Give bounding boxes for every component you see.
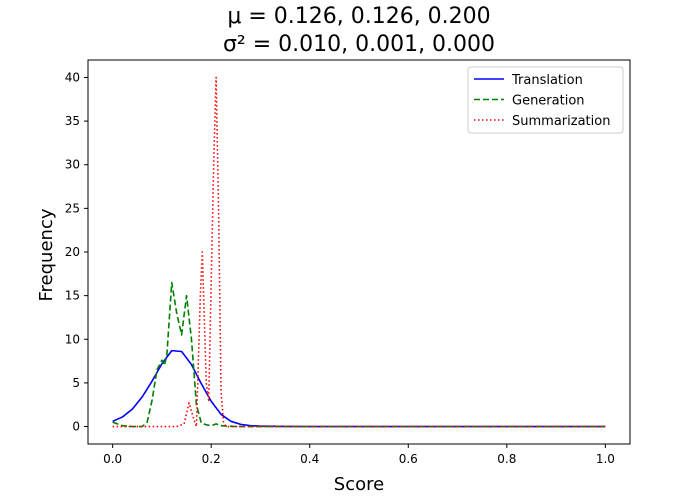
y-tick-label: 15 (65, 289, 80, 303)
y-tick-label: 30 (65, 158, 80, 172)
x-tick-label: 0.0 (103, 452, 122, 466)
legend-entries: Translation Generation Summarization (474, 73, 610, 129)
chart-title-line-2: σ² = 0.010, 0.001, 0.000 (223, 32, 495, 57)
legend-label-translation: Translation (511, 73, 583, 88)
y-axis-ticks: 0 5 10 15 20 25 30 35 40 (65, 70, 88, 434)
legend: Translation Generation Summarization (467, 66, 624, 134)
legend-label-generation: Generation (512, 94, 585, 109)
y-tick-label: 10 (65, 332, 80, 346)
series-line-summarization (112, 76, 606, 428)
y-tick-label: 25 (65, 201, 80, 215)
x-tick-label: 0.8 (497, 452, 516, 466)
x-axis-ticks: 0.0 0.2 0.4 0.6 0.8 1.0 (103, 444, 615, 466)
y-tick-label: 20 (65, 245, 80, 259)
legend-label-summarization: Summarization (512, 114, 610, 129)
x-tick-label: 0.2 (202, 452, 221, 466)
series-line-generation (112, 281, 606, 428)
y-tick-label: 0 (72, 420, 80, 434)
y-tick-label: 35 (65, 114, 80, 128)
chart-title-line-1: μ = 0.126, 0.126, 0.200 (227, 4, 490, 29)
x-axis-label: Score (334, 474, 384, 495)
x-tick-label: 0.6 (399, 452, 418, 466)
y-tick-label: 40 (65, 70, 80, 84)
x-tick-label: 0.4 (300, 452, 319, 466)
plot-frame (87, 59, 631, 445)
y-axis-label: Frequency (36, 208, 57, 301)
series-layer (112, 76, 606, 428)
legend-box (467, 66, 624, 134)
y-tick-label: 5 (72, 376, 80, 390)
x-tick-label: 1.0 (596, 452, 615, 466)
